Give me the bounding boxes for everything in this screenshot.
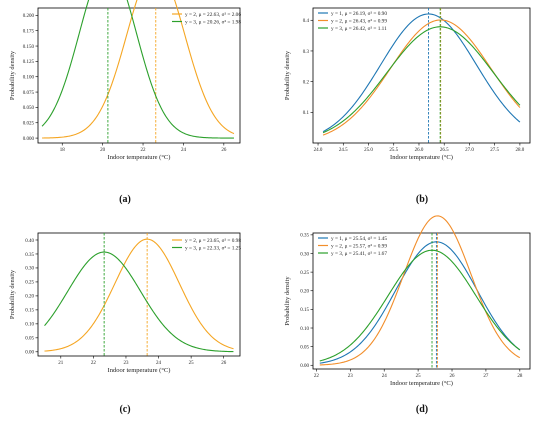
series-line-3 — [319, 249, 521, 362]
x-tick-label: 20 — [100, 148, 106, 153]
x-tick-label: 23 — [123, 361, 129, 366]
series-line-1 — [42, 0, 235, 139]
y-tick-label: 0.1 — [303, 111, 310, 116]
x-tick-label: 28 — [517, 374, 523, 379]
x-tick-label: 27 — [483, 374, 489, 379]
legend-entry: y = 2, μ = 26.43, σ² = 0.99 — [331, 18, 387, 24]
x-tick-label: 21 — [58, 361, 64, 366]
y-tick-label: 0.15 — [300, 308, 309, 313]
y-tick-label: 0.35 — [300, 234, 309, 239]
legend-entry: y = 3, μ = 20.26, σ² = 1.98 — [185, 19, 241, 25]
y-axis-label: Probability density — [9, 269, 16, 319]
chart-panel-2: 24.0 24.5 25.0 25.5 26.0 26.5 27.0 27.5 28.0 0.1 0… — [284, 7, 531, 205]
y-tick-label: 0.20 — [25, 295, 34, 300]
y-tick-label: 0.05 — [300, 345, 309, 350]
panel-label: (c) — [119, 404, 130, 415]
y-tick-label: 0.10 — [300, 327, 309, 332]
legend-entry: y = 3, μ = 25.41, σ² = 1.67 — [331, 251, 387, 257]
y-tick-label: 0.15 — [25, 309, 34, 314]
x-tick-label: 25.0 — [364, 148, 373, 153]
y-tick-label: 0.050 — [23, 106, 35, 111]
panel-label: (b) — [416, 194, 428, 205]
x-axis-label: Indoor temperature (°C) — [108, 154, 171, 161]
x-tick-label: 26 — [221, 361, 227, 366]
x-tick-label: 22 — [91, 361, 97, 366]
y-axis-label: Probability density — [284, 50, 291, 100]
y-tick-label: 0.05 — [25, 337, 34, 342]
legend-entry: y = 1, μ = 26.19, σ² = 0.90 — [331, 11, 387, 17]
y-tick-label: 0.40 — [25, 239, 34, 244]
series-line-1 — [319, 241, 521, 364]
y-tick-label: 0.4 — [303, 19, 310, 24]
y-axis-label: Probability density — [284, 276, 291, 326]
x-tick-label: 22 — [314, 374, 320, 379]
x-tick-label: 26.5 — [440, 148, 449, 153]
series-line-1 — [322, 13, 521, 133]
x-tick-label: 26.0 — [415, 148, 424, 153]
chart-panel-4: 22 23 24 25 26 27 28 0.00 0.05 0.10 0.15 0.20 0.25 0.… — [284, 215, 531, 415]
x-tick-label: 24 — [382, 374, 388, 379]
x-axis-label: Indoor temperature (°C) — [108, 367, 171, 374]
panel-label: (a) — [119, 194, 131, 205]
x-tick-label: 26 — [221, 148, 227, 153]
x-tick-label: 27.5 — [490, 148, 499, 153]
x-tick-label: 22 — [141, 148, 147, 153]
x-tick-label: 23 — [348, 374, 354, 379]
y-tick-label: 0.2 — [303, 80, 310, 85]
x-tick-label: 28.0 — [516, 148, 525, 153]
series-line-2 — [41, 0, 234, 139]
x-tick-label: 24 — [156, 361, 162, 366]
x-tick-label: 24 — [181, 148, 187, 153]
plot-frame — [312, 232, 531, 370]
x-axis-label: Indoor temperature (°C) — [390, 154, 453, 161]
legend-entry: y = 2, μ = 25.57, σ² = 0.99 — [331, 243, 387, 249]
chart-panel-3: 21 22 23 24 25 26 0.00 0.05 0.10 0.15 0.20 0.25 0.30… — [9, 232, 241, 415]
y-axis-label: Probability density — [9, 50, 16, 100]
legend-entry: y = 2, μ = 23.65, σ² = 0.98 — [185, 238, 241, 244]
x-axis-label: Indoor temperature (°C) — [390, 380, 453, 387]
legend-entry: y = 2, μ = 22.63, σ² = 2.06 — [185, 12, 241, 18]
y-tick-label: 0.00 — [300, 364, 309, 369]
y-tick-label: 0.125 — [23, 60, 35, 65]
y-tick-label: 0.25 — [25, 281, 34, 286]
legend-entry: y = 3, μ = 22.33, σ² = 1.25 — [185, 245, 241, 251]
y-tick-label: 0.10 — [25, 323, 34, 328]
series-line-2 — [44, 251, 234, 353]
plot-frame — [312, 7, 531, 144]
x-tick-label: 24.0 — [314, 148, 323, 153]
y-tick-label: 0.25 — [300, 271, 309, 276]
plot-frame — [37, 7, 241, 144]
y-tick-label: 0.35 — [25, 253, 34, 258]
x-tick-label: 18 — [60, 148, 66, 153]
series-line-3 — [322, 26, 521, 134]
plot-frame — [37, 232, 241, 357]
legend-entry: y = 1, μ = 25.54, σ² = 1.45 — [331, 236, 387, 242]
chart-panel-1: 18 20 22 24 26 0.000 0.025 0.050 0.075 0.100 0.125… — [9, 0, 241, 205]
series-line-2 — [322, 19, 521, 136]
x-tick-label: 27.0 — [465, 148, 474, 153]
y-tick-label: 0.025 — [23, 122, 35, 127]
x-tick-label: 25 — [416, 374, 422, 379]
y-tick-label: 0.175 — [23, 30, 35, 35]
y-tick-label: 0.150 — [23, 45, 35, 50]
series-line-1 — [44, 238, 234, 352]
y-tick-label: 0.30 — [25, 267, 34, 272]
x-tick-label: 25 — [189, 361, 195, 366]
y-tick-label: 0.000 — [23, 137, 35, 142]
x-tick-label: 26 — [450, 374, 456, 379]
x-tick-label: 24.5 — [339, 148, 348, 153]
y-tick-label: 0.100 — [23, 76, 35, 81]
y-tick-label: 0.3 — [303, 50, 310, 55]
y-tick-label: 0.200 — [23, 14, 35, 19]
panel-label: (d) — [416, 404, 428, 415]
series-line-2 — [319, 215, 521, 366]
y-tick-label: 0.30 — [300, 252, 309, 257]
y-tick-label: 0.075 — [23, 91, 35, 96]
y-tick-label: 0.20 — [300, 290, 309, 295]
y-tick-label: 0.00 — [25, 351, 34, 356]
x-tick-label: 25.5 — [389, 148, 398, 153]
legend-entry: y = 3, μ = 26.42, σ² = 1.11 — [331, 26, 387, 32]
